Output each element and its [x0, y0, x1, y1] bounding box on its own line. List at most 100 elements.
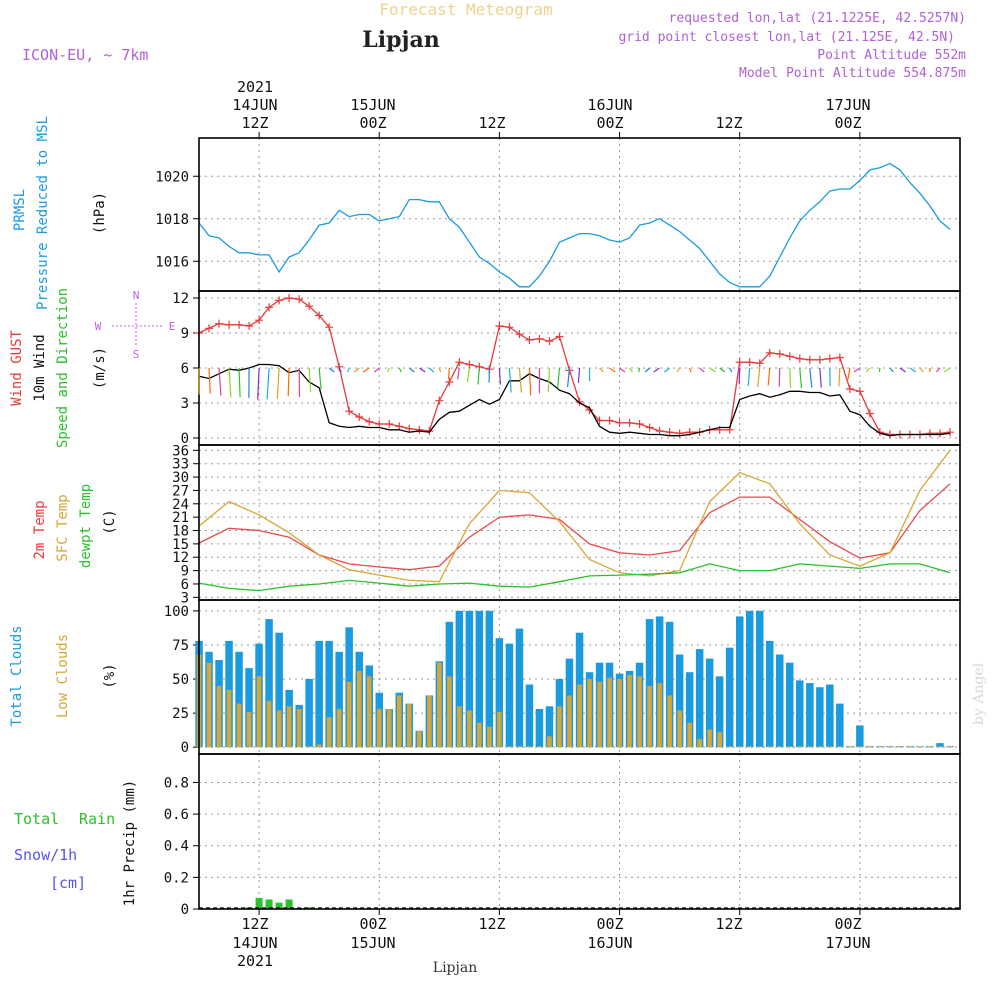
- low-clouds-bar: [747, 746, 752, 748]
- wind-gust-marker: [515, 330, 524, 339]
- wind-label-speed-dir: Speed and Direction: [55, 288, 71, 448]
- total-clouds-bar: [315, 640, 323, 748]
- wind-gust-marker: [315, 311, 324, 320]
- bottom-date-label: 14JUN: [232, 934, 277, 952]
- low-clouds-bar: [487, 726, 492, 748]
- bottom-date-label: 15JUN: [350, 934, 395, 952]
- rain-bar: [265, 899, 273, 909]
- low-clouds-bar: [276, 710, 282, 748]
- total-clouds-bar: [776, 654, 784, 748]
- pressure-label-prmsl: PRMSL: [12, 189, 28, 231]
- wind-direction-arrow: [287, 367, 290, 397]
- total-clouds-bar: [705, 658, 714, 748]
- wind-gust-marker: [615, 418, 624, 427]
- wind-gust-marker: [295, 295, 304, 304]
- cloud-label-low: Low Clouds: [55, 634, 71, 718]
- panel-precip: 0 0.2 0.4 0.6 0.8: [164, 753, 961, 918]
- low-clouds-bar: [417, 730, 422, 748]
- wind-direction-arrow: [428, 367, 435, 373]
- wind-gust-marker: [555, 332, 564, 341]
- total-clouds-bar: [766, 640, 774, 748]
- bottom-date-label: 17JUN: [825, 934, 870, 952]
- temp-label-dewpt: dewpt Temp: [78, 484, 94, 568]
- wind-direction-arrow: [418, 367, 426, 373]
- total-clouds-bar: [655, 616, 664, 748]
- wind-direction-arrow: [899, 367, 906, 373]
- wind-direction-arrow: [889, 367, 894, 373]
- low-clouds-bar: [326, 717, 332, 748]
- low-clouds-bar: [687, 722, 692, 748]
- low-clouds-bar: [517, 746, 522, 748]
- y-tick-label: 0.4: [164, 839, 189, 855]
- wind-direction-arrow: [518, 367, 522, 393]
- low-clouds-bar: [707, 729, 712, 748]
- low-clouds-bar: [286, 706, 292, 748]
- wind-label-unit: (m/s): [92, 347, 108, 389]
- total-clouds-bar: [856, 725, 864, 748]
- total-clouds-bar: [485, 610, 494, 748]
- top-year-label: 2021: [237, 78, 273, 96]
- total-clouds-bar: [746, 610, 754, 748]
- y-tick-label: 0: [181, 902, 189, 918]
- total-clouds-bar: [545, 706, 554, 748]
- compass-south: S: [133, 348, 140, 361]
- low-clouds-bar: [787, 746, 792, 748]
- panel-border: [198, 137, 961, 292]
- precip-label-cm: [cm]: [50, 874, 86, 892]
- low-clouds-bar: [316, 744, 322, 748]
- low-clouds-bar: [527, 746, 532, 748]
- wind-direction-arrow: [547, 367, 551, 393]
- wind-gust-marker: [635, 420, 644, 428]
- low-clouds-bar: [697, 739, 702, 748]
- compass-rose: N S W E: [95, 289, 176, 361]
- wind-direction-arrow: [599, 367, 604, 373]
- y-tick-label: 3: [181, 590, 189, 606]
- wind-direction-arrow: [757, 367, 761, 388]
- wind-gust-marker: [375, 420, 384, 428]
- wind-direction-arrow: [438, 367, 442, 373]
- temperature-labels: 2m Temp SFC Temp dewpt Temp (C): [32, 484, 118, 568]
- low-clouds-bar: [827, 746, 833, 748]
- low-clouds-bar: [717, 732, 722, 748]
- y-tick-label: 0: [181, 431, 189, 447]
- top-hour-label: 12Z: [715, 114, 742, 132]
- wind-gust-marker: [215, 319, 224, 328]
- rain-bar: [285, 899, 293, 909]
- point-altitude: Point Altitude 552m: [817, 48, 966, 63]
- low-clouds-bar: [377, 709, 382, 748]
- wind-direction-arrow: [347, 367, 350, 373]
- y-tick-label: 12: [172, 291, 189, 307]
- low-clouds-bar: [507, 746, 512, 748]
- wind-gust-marker: [255, 316, 264, 325]
- low-clouds-bar: [557, 706, 562, 748]
- wind-gust-marker: [385, 420, 394, 428]
- wind-gust-marker: [845, 385, 854, 393]
- low-clouds-bar: [547, 736, 552, 748]
- grid-point-coords: grid point closest lon,lat (21.125E, 42.…: [618, 30, 955, 45]
- total-clouds-bar: [816, 687, 824, 748]
- wind-direction-arrow: [935, 367, 941, 373]
- wind-gust-marker: [525, 336, 534, 344]
- total-clouds-bar: [265, 619, 273, 748]
- model-label: ICON-EU, ~ 7km: [22, 46, 148, 64]
- wind-gust-marker: [605, 416, 614, 425]
- y-tick-label: 12: [172, 550, 189, 566]
- total-clouds-bar: [525, 684, 534, 748]
- wind-labels: Wind GUST 10m Wind Speed and Direction (…: [9, 288, 175, 448]
- wind-gust-marker: [225, 320, 234, 329]
- wind-direction-arrow: [276, 367, 280, 400]
- y-tick-label: 21: [172, 510, 189, 526]
- wind-direction-arrow: [408, 367, 415, 373]
- y-tick-label: 1018: [155, 212, 189, 228]
- wind-gust-marker: [265, 303, 274, 312]
- low-clouds-bar: [607, 677, 612, 748]
- wind-gust-marker: [285, 294, 294, 302]
- wind-label-10m: 10m Wind: [32, 334, 48, 401]
- watermark: by Angel: [971, 662, 987, 725]
- low-clouds-bar: [627, 675, 632, 748]
- rain-bar: [275, 902, 283, 909]
- wind-gust-marker: [745, 358, 754, 367]
- wind-gust-marker: [415, 425, 424, 434]
- temp-label-sfc: SFC Temp: [55, 494, 71, 561]
- wind-direction-arrow: [729, 367, 733, 373]
